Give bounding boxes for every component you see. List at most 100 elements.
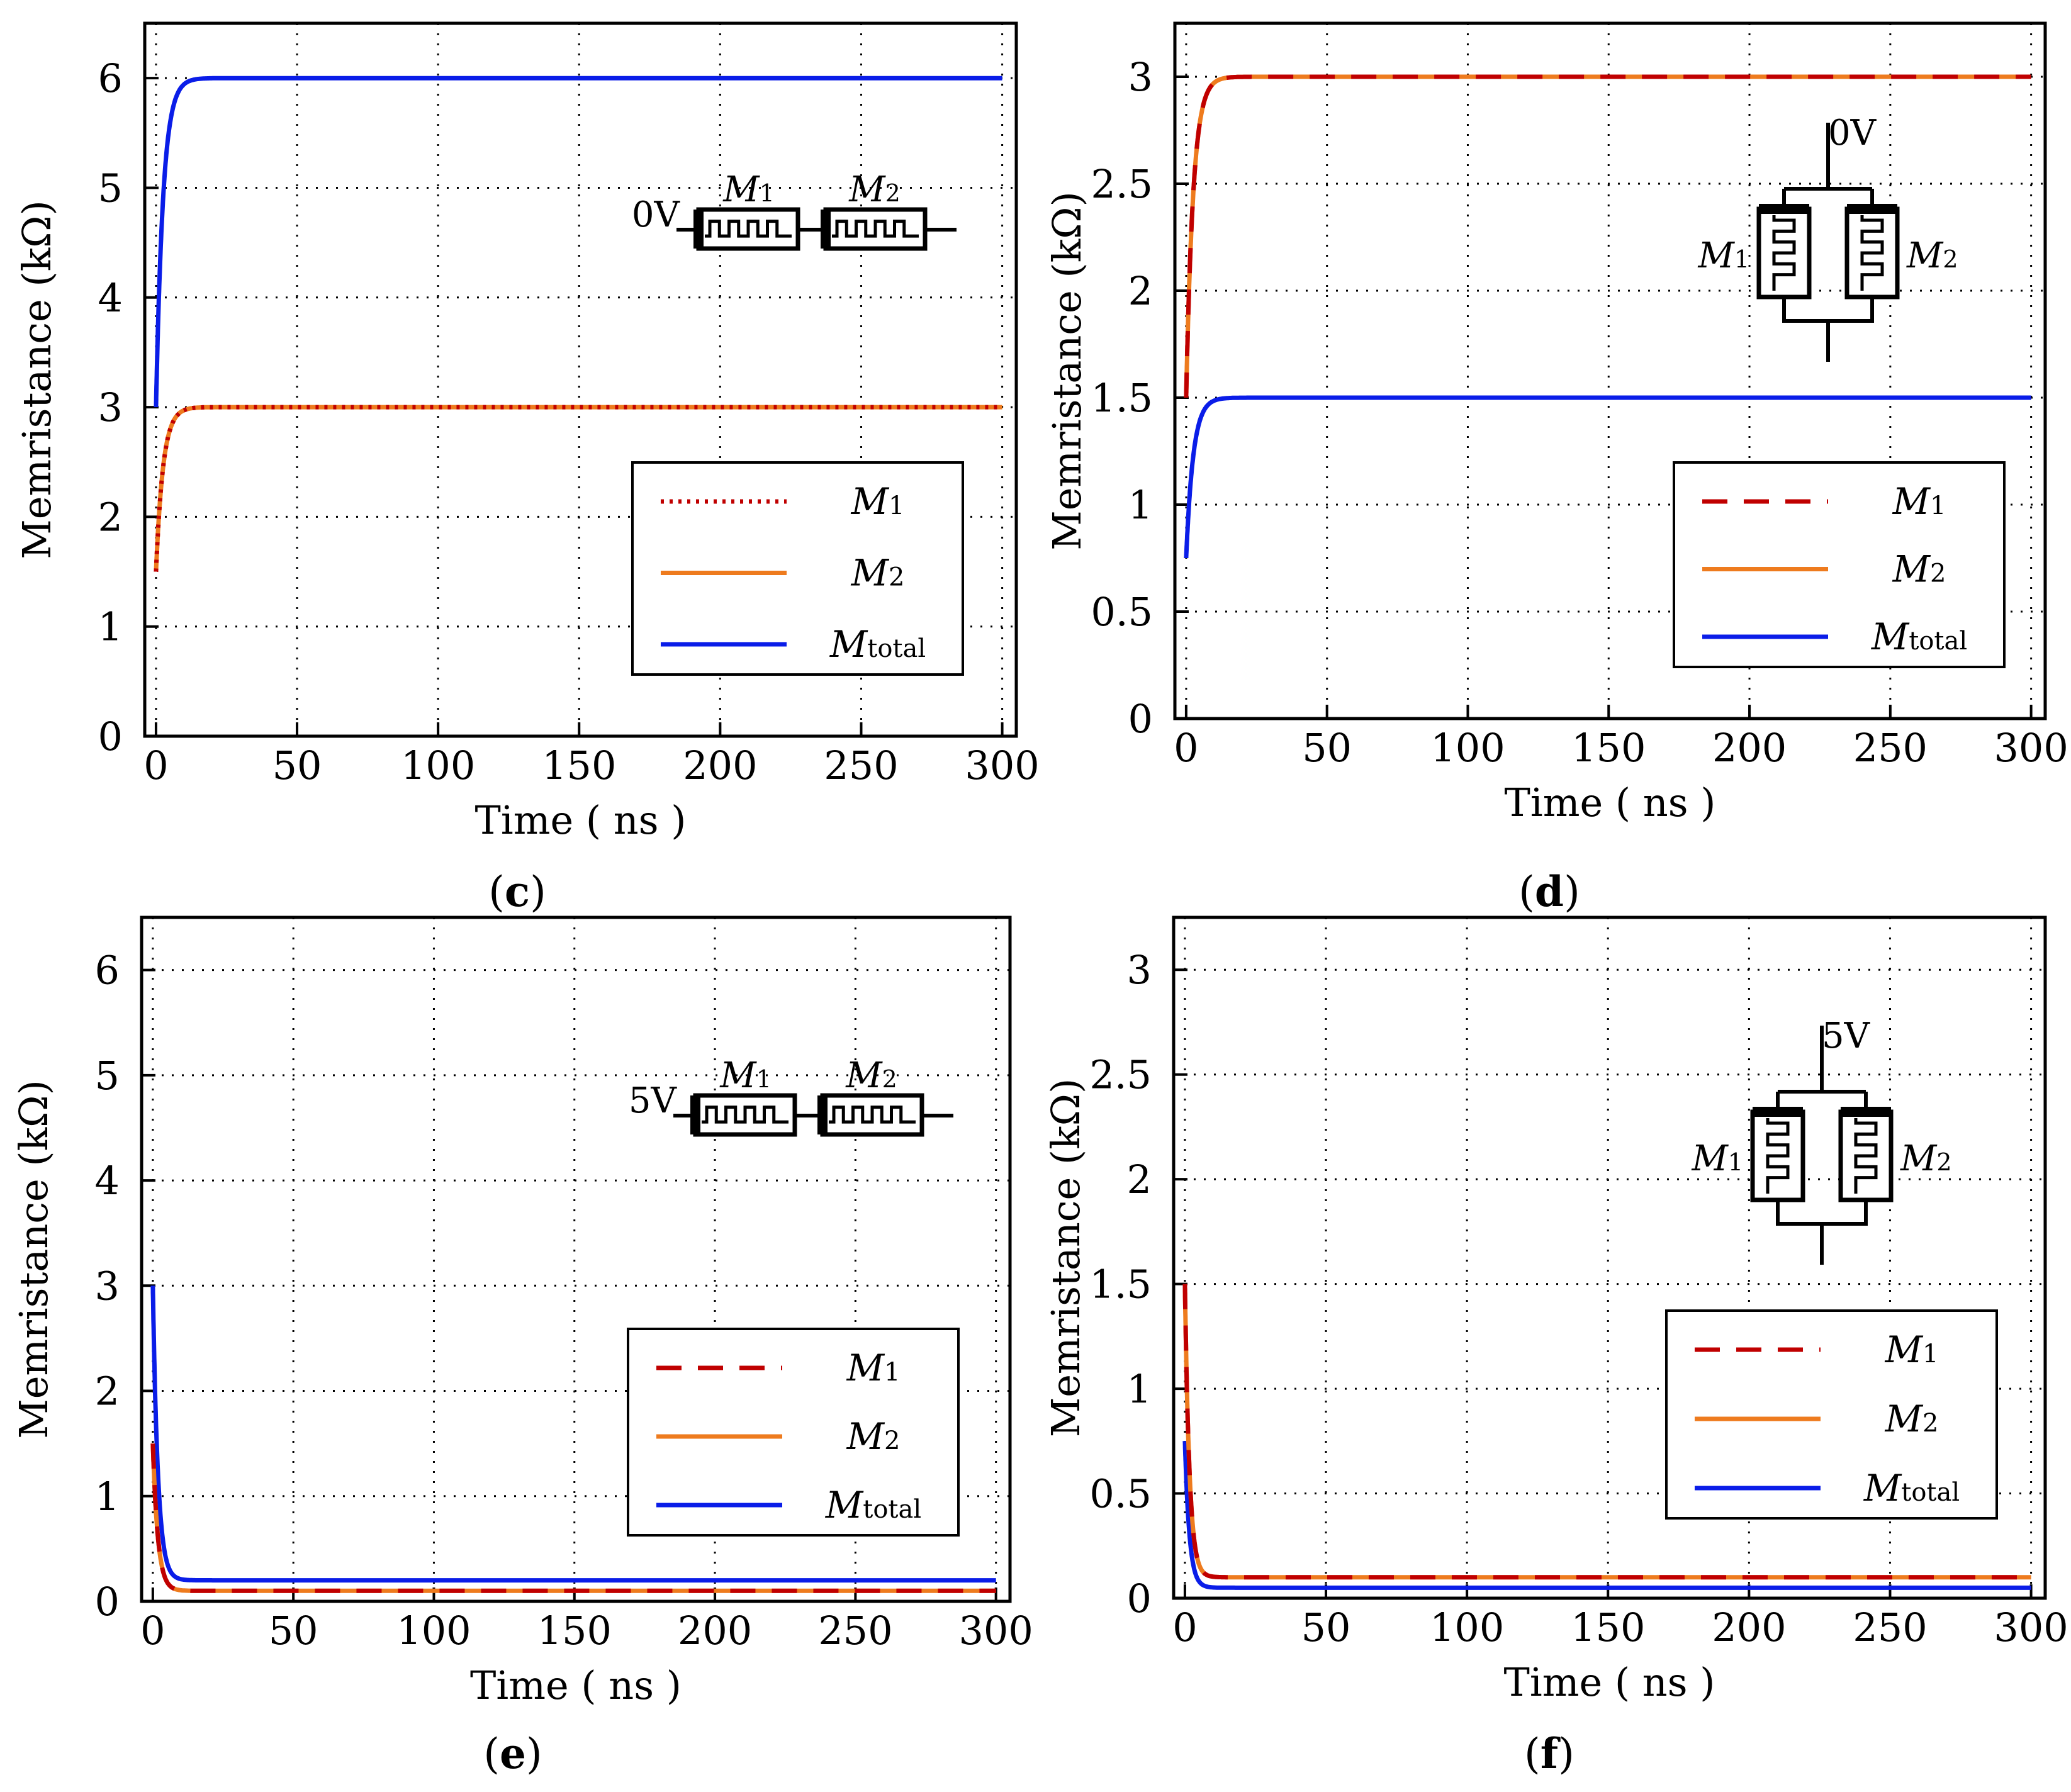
y-axis-label: Memristance (kΩ)	[1044, 191, 1090, 551]
legend-label-m2: M2	[846, 1415, 901, 1458]
legend-label-symbol: M	[851, 480, 890, 523]
x-tick-label: 200	[1712, 1604, 1786, 1650]
legend-label-symbol: M	[846, 1415, 885, 1458]
caption-paren: (	[483, 1730, 500, 1778]
circuit-label-subscript: 2	[882, 1065, 897, 1093]
caption-paren: )	[530, 868, 546, 916]
legend-box	[1673, 461, 2006, 668]
x-tick-label: 150	[537, 1608, 612, 1654]
caption-letter: c	[505, 867, 530, 916]
legend-label-subscript: total	[1909, 627, 1967, 656]
panel-caption: (d)	[1518, 867, 1580, 916]
series-line-m1	[1182, 1284, 2031, 1580]
circuit-voltage-label: 0V	[1828, 113, 1877, 154]
panel-caption: (e)	[483, 1729, 542, 1778]
y-tick-label: 2.5	[1091, 161, 1153, 207]
circuit-label-symbol: M	[848, 169, 886, 210]
circuit-label-m2: M2	[845, 1055, 897, 1096]
y-tick-label: 2	[1127, 1156, 1152, 1202]
legend-label-symbol: M	[1885, 1328, 1924, 1371]
x-tick-label: 200	[1712, 725, 1787, 771]
y-tick-label: 3	[95, 1263, 120, 1309]
caption-letter: e	[500, 1729, 526, 1778]
circuit-label-symbol: M	[1900, 1138, 1938, 1179]
caption-letter: d	[1535, 867, 1564, 916]
x-axis-label: Time ( ns )	[1505, 780, 1716, 826]
series-line-m1	[1184, 74, 2031, 398]
panel-f: 0 50 100 150 200 250 300 0 0.5 1 1.5 2 2.5 3 Time ( ns…	[1043, 916, 2068, 1778]
memristor-zigzag	[1860, 215, 1884, 291]
y-tick-label: 0	[1127, 1576, 1152, 1621]
circuit-label-symbol: M	[845, 1055, 883, 1096]
legend-label-subscript: 1	[1922, 1340, 1938, 1369]
y-tick-label: 5	[95, 1053, 120, 1099]
legend-label-subscript: 2	[1922, 1409, 1938, 1438]
y-tick-label: 2.5	[1089, 1052, 1152, 1098]
x-tick-label: 250	[1853, 725, 1928, 771]
y-tick-label: 1.5	[1091, 375, 1153, 421]
circuit-label-m2: M2	[1900, 1138, 1952, 1179]
circuit-label-symbol: M	[722, 169, 760, 210]
y-tick-label: 3	[1127, 947, 1152, 993]
x-tick-label: 50	[269, 1608, 318, 1654]
x-tick-label: 50	[272, 742, 322, 788]
x-tick-label: 150	[1571, 1604, 1645, 1650]
y-tick-label: 2	[95, 1369, 120, 1414]
y-tick-label: 0.5	[1091, 589, 1153, 635]
y-tick-label: 2	[98, 494, 123, 540]
y-tick-label: 4	[95, 1158, 120, 1204]
x-tick-label: 250	[818, 1608, 892, 1654]
circuit-label-m2: M2	[848, 169, 901, 210]
memristor-zigzag	[832, 220, 919, 238]
circuit-label-subscript: 2	[885, 179, 901, 207]
x-tick-label: 50	[1302, 725, 1352, 771]
panel-c: 0 50 100 150 200 250 300 0 1 2 3 4 5 6 Time ( ns ) Memr…	[14, 21, 1040, 916]
legend-label-symbol: M	[1892, 548, 1931, 591]
legend-label-m1: M1	[851, 480, 905, 523]
y-tick-label: 0.5	[1089, 1471, 1152, 1517]
x-tick-label: 100	[396, 1608, 471, 1654]
circuit-voltage-label: 0V	[632, 194, 681, 235]
legend-label-m2: M2	[1885, 1397, 1939, 1440]
legend-box	[1665, 1309, 1998, 1520]
x-tick-label: 200	[678, 1608, 752, 1654]
panel-caption: (c)	[488, 867, 546, 916]
legend-label-symbol: M	[1892, 480, 1931, 523]
x-tick-label: 100	[401, 742, 475, 788]
legend-label-symbol: M	[1863, 1467, 1902, 1509]
circuit-label-m1: M1	[722, 169, 775, 210]
x-tick-label: 100	[1430, 1604, 1504, 1650]
circuit-label-symbol: M	[1691, 1138, 1729, 1179]
y-axis-label: Memristance (kΩ)	[14, 200, 60, 559]
panel-e: 0 50 100 150 200 250 300 0 1 2 3 4 5 6 Time ( ns ) Memr…	[11, 916, 1033, 1778]
caption-paren: (	[1518, 868, 1535, 916]
legend-label-subscript: total	[863, 1495, 921, 1524]
legend-box	[631, 461, 964, 676]
memristor-zigzag	[1854, 1118, 1878, 1194]
caption-paren: )	[526, 1730, 542, 1778]
legend-label-subscript: total	[1901, 1478, 1960, 1507]
x-tick-label: 100	[1430, 725, 1505, 771]
y-tick-label: 3	[98, 384, 123, 430]
legend-label-m1: M1	[1892, 480, 1946, 523]
y-tick-label: 1.5	[1089, 1262, 1152, 1308]
y-tick-label: 0	[95, 1579, 120, 1625]
legend-label-subscript: 2	[884, 1426, 900, 1455]
memristor-zigzag	[829, 1106, 916, 1124]
y-tick-label: 0	[98, 714, 123, 759]
legend-label-m2: M2	[1892, 548, 1946, 591]
legend-label-m2: M2	[851, 552, 905, 595]
y-axis-label: Memristance (kΩ)	[1043, 1078, 1089, 1438]
legend-label-subscript: 2	[1930, 559, 1946, 588]
memristor-zigzag	[1766, 1118, 1790, 1194]
x-tick-label: 250	[1853, 1604, 1927, 1650]
memristor-zigzag	[1772, 215, 1796, 291]
caption-paren: )	[1558, 1730, 1574, 1778]
x-tick-label: 150	[542, 742, 616, 788]
legend-label-symbol: M	[851, 552, 890, 595]
legend-label-symbol: M	[829, 623, 868, 666]
legend-label-subscript: 2	[889, 563, 904, 592]
